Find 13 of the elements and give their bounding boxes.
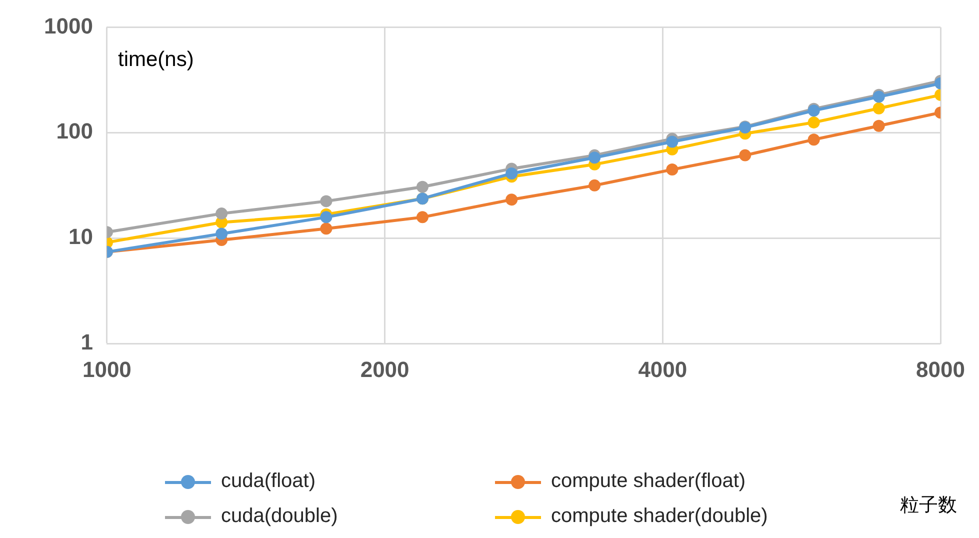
x-tick-label: 2000 — [360, 356, 410, 382]
x-tick-label: 8000 — [916, 356, 966, 382]
legend-label: cuda(float) — [221, 470, 316, 493]
legend-label: compute shader(double) — [551, 505, 768, 528]
y-axis-title: time(ns) — [118, 48, 194, 72]
x-tick-label: 4000 — [638, 356, 688, 382]
y-tick-label: 10 — [68, 224, 93, 250]
y-tick-label: 1 — [80, 330, 93, 355]
legend-label: cuda(double) — [221, 505, 338, 528]
y-tick-label: 100 — [56, 118, 93, 144]
legend-label: compute shader(float) — [551, 470, 746, 493]
y-tick-label: 1000 — [44, 13, 93, 38]
text: 粒子数 — [900, 493, 957, 518]
